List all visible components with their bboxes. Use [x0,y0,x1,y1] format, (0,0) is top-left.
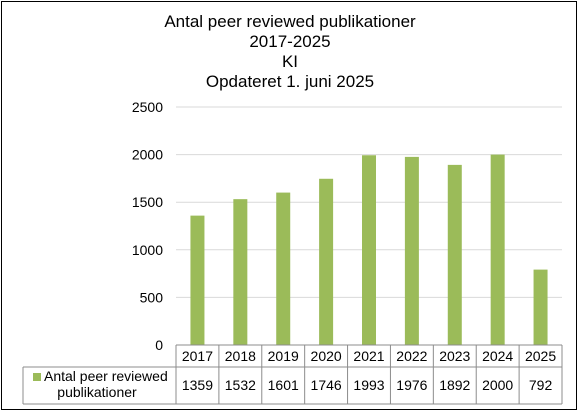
y-tick-label: 1000 [132,242,163,258]
legend-label-line-1: Antal peer reviewed [44,368,168,384]
y-tick-label: 1500 [132,194,163,210]
legend-swatch [33,373,41,381]
bar [319,178,334,345]
title-line-2: 2017-2025 [249,32,331,51]
data-table-value: 1976 [396,377,427,393]
y-tick-label: 0 [155,337,163,353]
x-category-label: 2019 [268,348,299,364]
bar [190,215,205,345]
legend-label-line-2: publikationer [57,384,137,400]
x-category-label: 2017 [182,348,213,364]
y-tick-label: 2500 [132,99,163,115]
title-line-3: KI [281,52,299,71]
bar [447,164,462,345]
x-category-label: 2021 [353,348,384,364]
y-tick-label: 2000 [132,147,163,163]
data-table-value: 1532 [225,377,256,393]
data-table-value: 1892 [439,377,470,393]
x-category-label: 2025 [525,348,556,364]
x-category-label: 2020 [311,348,342,364]
x-category-label: 2023 [439,348,470,364]
bar [362,155,376,345]
data-table-value: 1746 [311,377,342,393]
x-category-label: 2018 [225,348,256,364]
data-table-value: 1993 [353,377,384,393]
bar [276,192,291,345]
bar [404,156,419,345]
chart-title: Antal peer reviewed publikationer 2017-2… [0,12,580,92]
x-category-label: 2022 [396,348,427,364]
data-table-value: 2000 [482,377,513,393]
title-line-4: Opdateret 1. juni 2025 [205,72,375,91]
data-table-value: 792 [529,377,553,393]
y-tick-label: 500 [140,289,164,305]
data-table-value: 1601 [268,377,299,393]
bar [233,199,248,345]
title-line-1: Antal peer reviewed publikationer [164,12,416,31]
x-category-label: 2024 [482,348,513,364]
bar [533,269,548,345]
bar [490,154,505,345]
data-table-value: 1359 [182,377,213,393]
